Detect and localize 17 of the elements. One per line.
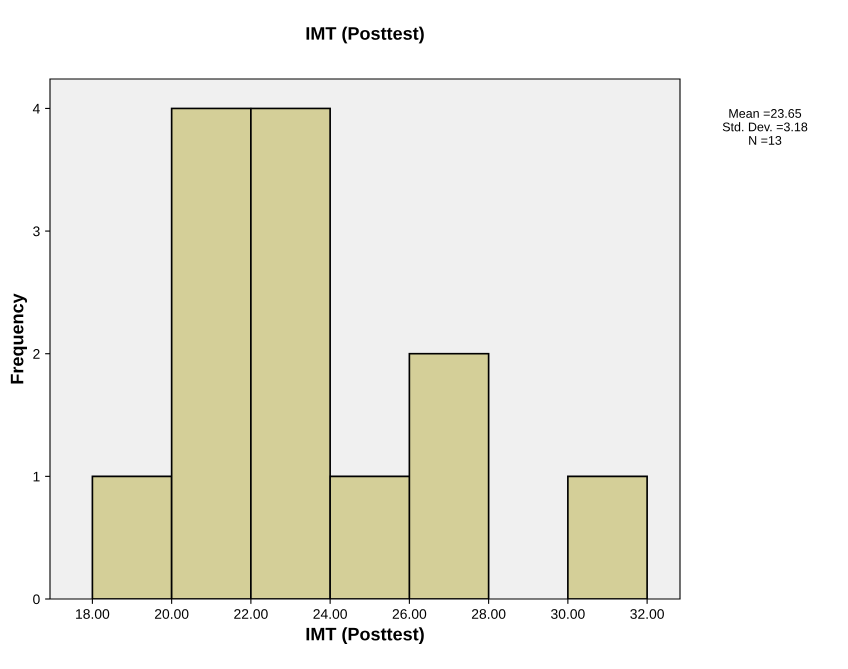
y-tick-label: 1 (34, 472, 40, 482)
y-axis-title: Frequency (10, 293, 27, 384)
x-tick-label: 22.00 (234, 609, 268, 619)
x-axis-title: IMT (Posttest) (306, 627, 424, 644)
x-tick-label: 30.00 (551, 609, 585, 619)
y-tick-label: 0 (33, 594, 40, 604)
y-tick-label: 3 (33, 226, 40, 236)
x-tick-label: 20.00 (154, 609, 188, 619)
x-tick-label: 18.00 (76, 609, 110, 619)
y-tick-label: 2 (33, 349, 40, 359)
x-tick-label: 28.00 (472, 609, 506, 619)
x-tick-label: 26.00 (392, 609, 426, 619)
text: Mean =23.65 Std. Dev. =3.18 N =13 (722, 109, 808, 145)
y-tick-label: 4 (32, 104, 40, 114)
x-tick-label: 32.00 (630, 609, 664, 619)
chart-title: IMT (Posttest) (306, 26, 424, 44)
x-tick-label: 24.00 (313, 609, 347, 619)
